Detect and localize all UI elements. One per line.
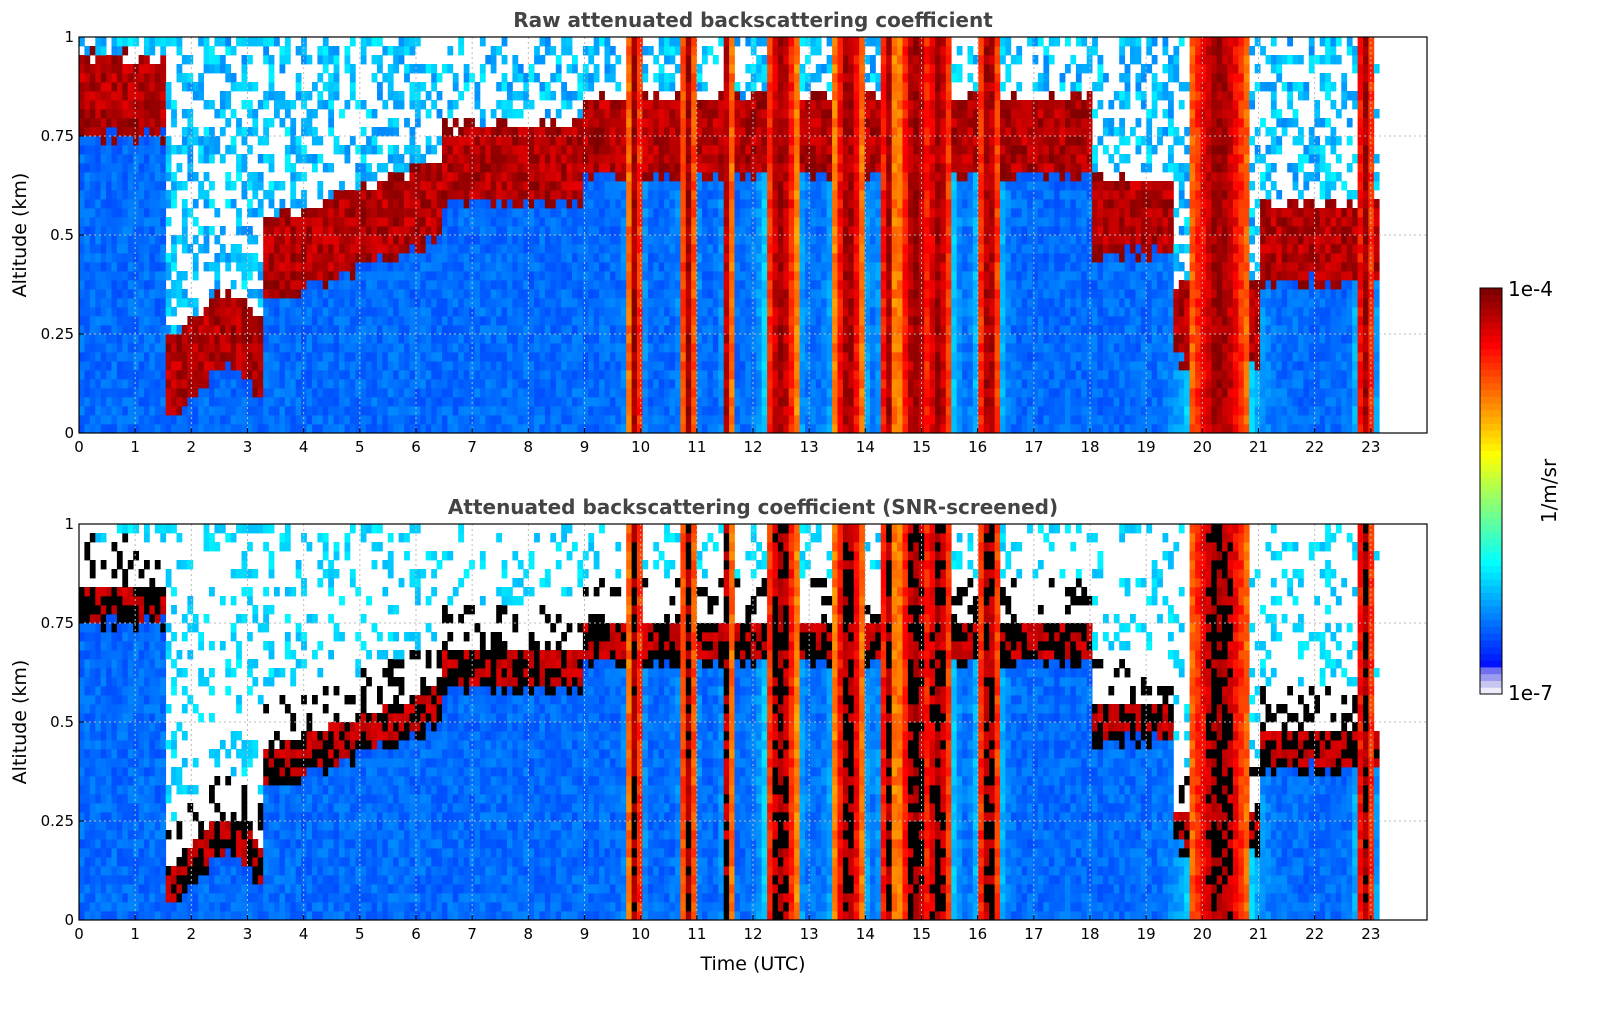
- x-tick-label: 3: [243, 438, 253, 456]
- x-tick-label: 2: [187, 925, 197, 943]
- x-tick-label: 5: [355, 925, 365, 943]
- y-tick-label: 0.75: [41, 614, 74, 632]
- x-tick-label: 14: [856, 925, 875, 943]
- x-tick-label: 13: [800, 438, 819, 456]
- colorbar-min-label: 1e-7: [1508, 681, 1553, 705]
- x-tick-label: 21: [1249, 438, 1268, 456]
- x-tick-label: 14: [856, 438, 875, 456]
- x-tick-label: 22: [1305, 438, 1324, 456]
- grid-lines: [78, 523, 1427, 921]
- x-tick-label: 20: [1193, 925, 1212, 943]
- y-tick-label: 0: [64, 911, 74, 929]
- x-tick-label: 5: [355, 438, 365, 456]
- x-tick-label: 0: [74, 925, 84, 943]
- screened-backscatter-panel: 0 1 2 3 4 5 6 7 8 9 10 11 12 13 14 15 16 17 18 19 20 21 22 2300…: [9, 495, 1428, 975]
- y-tick-label: 0.25: [41, 325, 74, 343]
- y-tick-label: 0.5: [50, 226, 74, 244]
- x-tick-label: 6: [411, 925, 421, 943]
- raw-backscatter-panel: 0 1 2 3 4 5 6 7 8 9 10 11 12 13 14 15 16 17 18 19 20 21 22 2300…: [9, 8, 1428, 456]
- x-tick-label: 7: [467, 925, 477, 943]
- y-tick-label: 0.5: [50, 713, 74, 731]
- colorbar: 1e-4 1e-7 1/m/sr: [1479, 277, 1561, 705]
- x-tick-label: 16: [968, 925, 987, 943]
- y-tick-label: 0.25: [41, 812, 74, 830]
- x-tick-label: 11: [687, 438, 706, 456]
- x-tick-label: 22: [1305, 925, 1324, 943]
- x-tick-label: 18: [1080, 925, 1099, 943]
- x-axis-label: Time (UTC): [699, 953, 805, 975]
- y-axis-label: Altitude (km): [9, 660, 31, 785]
- x-tick-label: 12: [743, 438, 762, 456]
- x-tick-label: 6: [411, 438, 421, 456]
- chart-title: Raw attenuated backscattering coefficien…: [513, 8, 993, 32]
- x-tick-label: 17: [1024, 438, 1043, 456]
- x-tick-label: 17: [1024, 925, 1043, 943]
- x-tick-label: 18: [1080, 438, 1099, 456]
- x-tick-label: 9: [580, 438, 590, 456]
- backscatter-field: [79, 37, 1380, 434]
- y-tick-label: 0.75: [41, 127, 74, 145]
- y-tick-label: 0: [64, 424, 74, 442]
- x-tick-label: 13: [800, 925, 819, 943]
- x-tick-label: 9: [580, 925, 590, 943]
- x-tick-label: 10: [631, 925, 650, 943]
- chart-title: Attenuated backscattering coefficient (S…: [448, 495, 1058, 519]
- colorbar-max-label: 1e-4: [1508, 277, 1553, 301]
- y-axis-label: Altitude (km): [9, 173, 31, 298]
- colorbar-frame: [1479, 287, 1503, 695]
- y-tick-label: 1: [64, 515, 74, 533]
- x-tick-label: 8: [524, 925, 534, 943]
- x-tick-label: 19: [1137, 438, 1156, 456]
- x-tick-label: 12: [743, 925, 762, 943]
- x-tick-label: 0: [74, 438, 84, 456]
- x-tick-label: 19: [1137, 925, 1156, 943]
- x-tick-label: 4: [299, 438, 309, 456]
- x-tick-label: 2: [187, 438, 197, 456]
- x-tick-label: 23: [1361, 925, 1380, 943]
- x-tick-label: 4: [299, 925, 309, 943]
- x-tick-label: 1: [130, 925, 140, 943]
- y-tick-label: 1: [64, 28, 74, 46]
- colorbar-label: 1/m/sr: [1537, 458, 1561, 523]
- x-tick-label: 3: [243, 925, 253, 943]
- x-tick-label: 21: [1249, 925, 1268, 943]
- x-tick-label: 23: [1361, 438, 1380, 456]
- x-tick-label: 20: [1193, 438, 1212, 456]
- x-tick-label: 7: [467, 438, 477, 456]
- x-tick-label: 1: [130, 438, 140, 456]
- grid-lines: [78, 36, 1427, 434]
- x-tick-label: 15: [912, 925, 931, 943]
- x-tick-label: 16: [968, 438, 987, 456]
- x-tick-label: 8: [524, 438, 534, 456]
- x-tick-label: 15: [912, 438, 931, 456]
- backscatter-field: [79, 524, 1380, 921]
- x-tick-label: 11: [687, 925, 706, 943]
- x-tick-label: 10: [631, 438, 650, 456]
